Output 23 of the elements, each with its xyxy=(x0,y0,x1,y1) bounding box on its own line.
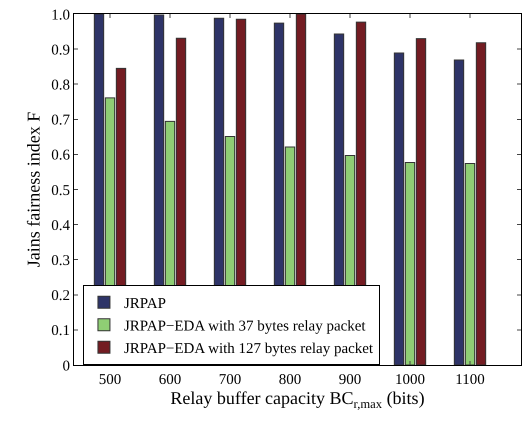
y-tick-label: 0 xyxy=(62,358,70,374)
y-tick-label: 0.6 xyxy=(51,148,70,164)
x-axis-title: Relay buffer capacity BC$_{r,max}$ (bits) xyxy=(170,388,425,411)
y-tick-label: 1.0 xyxy=(51,7,70,24)
x-tick-label: 1000 xyxy=(395,372,425,388)
y-tick-label: 0.2 xyxy=(51,288,70,304)
x-tick-label: 800 xyxy=(278,372,302,388)
legend-label: JRPAP−EDA with 127 bytes relay packet xyxy=(124,341,374,358)
y-tick-label: 0.1 xyxy=(51,323,70,340)
legend-label: JRPAP xyxy=(124,296,166,312)
x-tick-label: 600 xyxy=(158,372,182,388)
legend-label: JRPAP−EDA with 37 bytes relay packet xyxy=(124,318,366,335)
x-tick-label: 700 xyxy=(218,372,242,388)
y-tick-label: 0.4 xyxy=(51,218,70,234)
x-tick-label: 1100 xyxy=(455,372,485,388)
y-axis-title: Jains fairness index F xyxy=(23,112,44,268)
y-tick-label: 0.7 xyxy=(51,112,70,129)
x-tick-label: 900 xyxy=(338,372,362,388)
y-tick-label: 0.5 xyxy=(51,182,70,199)
y-tick-label: 0.8 xyxy=(51,77,70,94)
x-tick-label: 500 xyxy=(98,372,122,388)
y-tick-label: 0.3 xyxy=(51,252,70,269)
y-tick-label: 0.9 xyxy=(51,42,70,58)
